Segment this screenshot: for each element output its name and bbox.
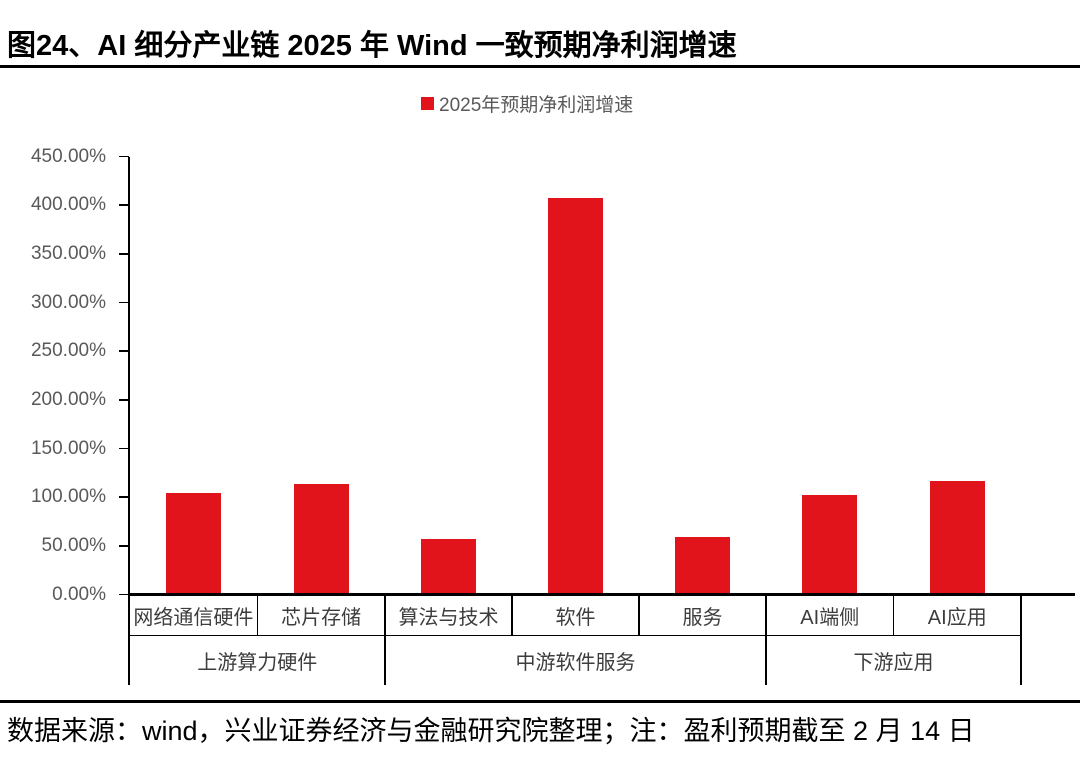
y-axis-tick-mark xyxy=(119,447,129,450)
y-axis-tick-mark xyxy=(119,545,129,547)
y-axis-tick-label: 350.00% xyxy=(30,242,106,264)
legend-label: 2025年预期净利润增速 xyxy=(439,94,634,116)
group-label: 下游应用 xyxy=(853,652,934,675)
title-divider xyxy=(0,65,1080,68)
y-axis-tick-mark xyxy=(119,399,129,401)
group-divider-line xyxy=(765,593,767,685)
y-axis-tick-label: 200.00% xyxy=(30,388,106,410)
y-axis-tick-label: 250.00% xyxy=(30,340,106,362)
y-axis-tick-label: 300.00% xyxy=(30,291,106,313)
chart-bar xyxy=(548,198,603,595)
y-axis-tick-mark xyxy=(119,496,129,498)
axis-row-separator xyxy=(129,634,1021,637)
group-divider-line xyxy=(384,593,386,685)
y-axis-tick-mark xyxy=(119,253,129,255)
y-axis-tick-label: 100.00% xyxy=(30,486,106,508)
y-axis-tick-label: 150.00% xyxy=(30,437,106,459)
y-axis-line xyxy=(128,156,130,685)
category-label: AI应用 xyxy=(927,607,987,630)
chart-legend: 2025年预期净利润增速 xyxy=(421,92,634,116)
chart-bar xyxy=(421,539,476,595)
chart-bar xyxy=(165,493,221,595)
x-axis-baseline xyxy=(128,593,1075,596)
category-label: AI端侧 xyxy=(800,607,860,630)
chart-bar xyxy=(675,537,730,595)
category-divider-line xyxy=(638,593,640,636)
y-axis-tick-mark xyxy=(119,350,129,352)
legend-marker-icon xyxy=(421,96,434,110)
source-note: 数据来源：wind，兴业证券经济与金融研究院整理；注：盈利预期截至 2 月 14… xyxy=(7,716,975,746)
group-divider-line xyxy=(1020,593,1022,685)
group-label: 中游软件服务 xyxy=(515,652,636,675)
y-axis-tick-label: 450.00% xyxy=(30,145,106,167)
chart-bar xyxy=(293,483,349,595)
group-label: 上游算力硬件 xyxy=(197,652,318,675)
y-axis-tick-label: 0.00% xyxy=(52,583,106,605)
category-label: 软件 xyxy=(555,607,596,630)
y-axis-tick-mark xyxy=(119,204,129,206)
category-label: 芯片存储 xyxy=(281,607,362,630)
category-label: 算法与技术 xyxy=(398,607,499,630)
category-label: 网络通信硬件 xyxy=(133,607,254,630)
category-divider-line xyxy=(256,593,258,636)
y-axis-tick-label: 400.00% xyxy=(30,194,106,216)
y-axis-tick-mark xyxy=(119,155,129,158)
category-label: 服务 xyxy=(682,607,723,630)
category-divider-line xyxy=(892,593,895,636)
y-axis-tick-mark xyxy=(119,593,129,596)
chart-bar xyxy=(929,480,985,595)
footer-divider xyxy=(0,700,1080,703)
chart-bar xyxy=(802,495,858,595)
y-axis-tick-mark xyxy=(119,301,129,304)
figure-title: 图24、AI 细分产业链 2025 年 Wind 一致预期净利润增速 xyxy=(7,30,737,62)
y-axis-tick-label: 50.00% xyxy=(41,534,106,556)
category-divider-line xyxy=(511,593,513,636)
